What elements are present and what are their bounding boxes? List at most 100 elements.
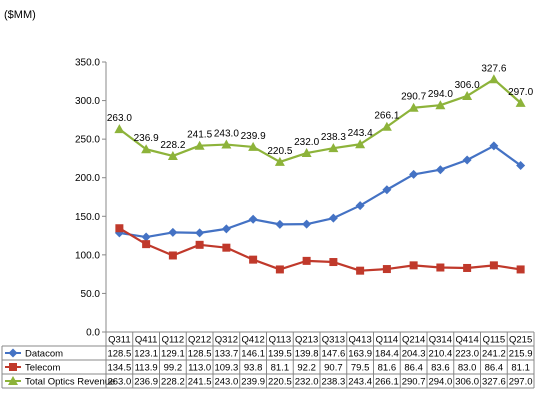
table-cell: 109.3 — [214, 363, 238, 374]
series-line — [118, 227, 521, 272]
data-point — [221, 224, 231, 234]
y-tick-label: 0.0 — [86, 328, 100, 339]
y-tick-label: 50.0 — [81, 289, 101, 300]
x-tick-label: Q314 — [429, 335, 452, 346]
x-tick-label: Q215 — [509, 335, 532, 346]
x-tick-label: Q114 — [376, 335, 399, 346]
table-cell: 266.1 — [375, 377, 399, 388]
table-cell: 220.5 — [268, 377, 292, 388]
data-point — [355, 201, 365, 211]
table-cell: 81.1 — [271, 363, 290, 374]
table-cell: 243.0 — [214, 377, 238, 388]
data-point — [274, 156, 285, 166]
data-point — [275, 265, 284, 274]
series-line — [118, 78, 522, 163]
x-tick-label: Q412 — [242, 335, 265, 346]
table-cell: 146.1 — [241, 349, 265, 360]
data-point — [328, 143, 339, 153]
data-point — [409, 169, 419, 179]
data-point — [489, 261, 498, 270]
data-point — [141, 144, 152, 154]
x-tick-label: Q213 — [295, 335, 318, 346]
table-cell: 128.5 — [107, 349, 131, 360]
table-cell: 133.7 — [214, 349, 238, 360]
data-point — [222, 243, 231, 252]
data-point — [515, 97, 526, 107]
data-point — [195, 240, 204, 249]
table-cell: 81.6 — [378, 363, 397, 374]
table-cell: 99.2 — [164, 363, 183, 374]
table-cell: 93.8 — [244, 363, 263, 374]
table-cell: 228.2 — [161, 377, 185, 388]
data-point — [462, 155, 472, 165]
data-point — [328, 213, 338, 223]
data-point — [248, 141, 259, 151]
table-cell: 86.4 — [485, 363, 504, 374]
table-cell: 147.6 — [321, 349, 345, 360]
data-point — [302, 219, 312, 229]
data-point — [356, 266, 365, 275]
table-cell: 263.0 — [107, 377, 131, 388]
data-point — [168, 251, 177, 260]
data-label: 297.0 — [508, 87, 533, 98]
data-point — [488, 74, 499, 84]
table-cell: 204.3 — [402, 349, 426, 360]
table-cell: 139.5 — [268, 349, 292, 360]
x-tick-label: Q112 — [162, 335, 185, 346]
data-point — [516, 265, 525, 274]
x-tick-label: Q312 — [215, 335, 238, 346]
data-point — [141, 232, 151, 242]
table-cell: 236.9 — [134, 377, 158, 388]
data-point — [381, 121, 392, 131]
data-point — [355, 139, 366, 149]
data-label: 239.9 — [241, 131, 266, 142]
unit-label: ($MM) — [4, 9, 36, 21]
data-point — [221, 139, 232, 149]
table-cell: 243.4 — [348, 377, 372, 388]
table-cell: 92.2 — [297, 363, 316, 374]
data-label: 263.0 — [107, 113, 132, 124]
data-point — [408, 102, 419, 112]
data-label: 290.7 — [401, 92, 426, 103]
table-cell: 81.1 — [511, 363, 530, 374]
y-tick-label: 100.0 — [75, 250, 100, 261]
data-point — [248, 214, 258, 224]
data-point — [329, 258, 338, 267]
table-cell: 90.7 — [324, 363, 343, 374]
data-label: 306.0 — [455, 80, 480, 91]
table-cell: 83.0 — [458, 363, 477, 374]
y-tick-label: 250.0 — [75, 135, 100, 146]
table-cell: 241.2 — [482, 349, 506, 360]
data-point — [435, 165, 445, 175]
table-cell: 128.5 — [188, 349, 212, 360]
table-cell: 163.9 — [348, 349, 372, 360]
x-tick-label: Q413 — [349, 335, 372, 346]
data-point — [382, 265, 391, 274]
legend-marker — [9, 363, 17, 371]
data-point — [489, 141, 499, 151]
x-tick-label: Q311 — [108, 335, 131, 346]
data-point — [142, 240, 151, 249]
data-point — [167, 150, 178, 160]
table-cell: 239.9 — [241, 377, 265, 388]
x-tick-label: Q411 — [135, 335, 158, 346]
x-tick-label: Q212 — [188, 335, 211, 346]
table-cell: 294.0 — [428, 377, 452, 388]
table-cell: 290.7 — [402, 377, 426, 388]
data-point — [462, 90, 473, 100]
data-label: 232.0 — [294, 137, 319, 148]
table-cell: 113.0 — [188, 363, 211, 374]
table-cell: 86.4 — [404, 363, 423, 374]
data-point — [249, 255, 258, 264]
table-cell: 184.4 — [375, 349, 399, 360]
legend-marker — [8, 376, 18, 385]
y-tick-label: 300.0 — [75, 96, 100, 107]
table-cell: 238.3 — [321, 377, 345, 388]
table-cell: 297.0 — [509, 377, 533, 388]
table-cell: 139.8 — [295, 349, 319, 360]
data-point — [463, 263, 472, 272]
table-cell: 83.6 — [431, 363, 450, 374]
table-cell: 129.1 — [161, 349, 185, 360]
table-cell: 134.5 — [107, 363, 131, 374]
table-cell: 113.9 — [135, 363, 158, 374]
